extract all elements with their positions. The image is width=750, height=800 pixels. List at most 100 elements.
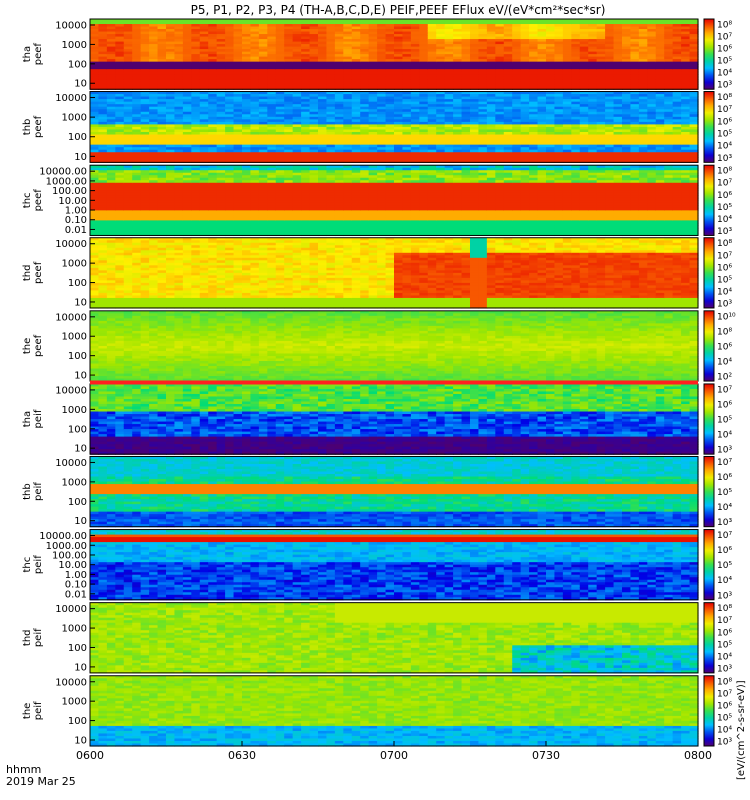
colorbar-tick-label: 10⁴ [717,215,732,225]
colorbar-tick-label: 10⁸ [717,93,732,103]
y-tick-label: 1000.00 [46,176,87,187]
colorbar-tick-label: 10⁵ [717,416,732,426]
panel-thb-peif: thbpeif 10000 1000 100 10 10⁷ 10⁶ 10⁵ 10⁴ 10³ [22,455,732,528]
panel-y-label: thapeef [22,43,44,66]
y-tick-label: 10000 [55,21,87,32]
colorbar-tick-label: 10⁷ [717,531,732,541]
y-tick-label: 100 [68,716,87,727]
spectrogram-cells [90,237,699,309]
y-tick-label: 10000 [55,458,87,469]
date-label: 2019 Mar 25 [6,775,76,788]
colorbar-tick-label: 10³ [717,227,732,237]
panel-the-peif: thepeif 10000 1000 100 10 10⁸ 10⁷ 10⁶ 10⁵ 10⁴ 10³ [22,675,732,748]
probe-label: the [22,703,33,719]
colorbar-tick-label: 10⁵ [717,130,732,140]
panel-the-peef: thepeef 10000 1000 100 10 10¹⁰ 10⁸ 10⁶ 10⁴ 10² [22,310,736,383]
colorbar-tick-label: 10⁷ [717,33,732,43]
colorbar-tick-label: 10⁴ [717,142,732,152]
colorbar-tick-label: 10⁵ [717,275,732,285]
panel-y-label: thcpeif [22,555,44,574]
colorbar-tick-label: 10⁸ [717,604,732,614]
colorbar-tick-label: 10³ [717,299,732,309]
y-tick-label: 1.00 [65,570,87,581]
y-tick-label: 10000 [55,385,87,396]
y-tick-label: 1000.00 [46,541,87,552]
product-label: peef [33,261,44,284]
y-tick-label: 10000.00 [39,167,87,178]
colorbar-tick-label: 10⁶ [717,628,732,638]
y-tick-label: 10.00 [58,560,87,571]
probe-label: thc [22,192,33,208]
y-tick-label: 1000 [62,113,87,124]
colorbar [703,675,715,747]
probe-label: thd [22,629,33,646]
x-tick-label: 0700 [380,749,408,762]
time-axis: 0600 0630 0700 0730 0800 [76,741,712,762]
y-tick-label: 1000 [62,40,87,51]
panel-frame [89,18,699,90]
colorbar-tick-label: 10⁴ [717,287,732,297]
product-label: peif [33,482,44,501]
colorbar-tick-label: 10⁶ [717,400,732,410]
y-tick-label: 10 [74,297,87,308]
panel-frame [89,91,699,163]
y-tick-label: 1000 [62,332,87,343]
colorbar-tick-label: 10⁴ [717,503,732,513]
probe-label: thd [22,265,33,282]
y-tick-label: 10 [74,736,87,747]
figure-title: P5, P1, P2, P3, P4 (TH-A,B,C,D,E) PEIF,P… [191,3,606,17]
colorbar-tick-label: 10⁷ [717,179,732,189]
panel-y-label: thbpeif [22,482,44,501]
panel-y-label: thepeef [22,334,44,357]
spectrogram-cells [90,675,699,747]
colorbar-tick-label: 10³ [717,446,732,456]
panel-stack: thapeef 10000 1000 100 10 10⁸ 10⁷ 10⁶ 10⁵ 10⁴ 10³ t… [22,18,736,748]
colorbar-tick-label: 10⁵ [717,203,732,213]
colorbar-tick-label: 10⁶ [717,701,732,711]
panel-thc-peif: thcpeif 10000.001000.00100.0010.001.000.1… [22,529,732,601]
colorbar-tick-label: 10⁴ [717,69,732,79]
colorbar [703,237,715,309]
y-tick-label: 10 [74,444,87,455]
colorbar-tick-label: 10⁸ [717,327,732,337]
product-label: peef [33,43,44,66]
colorbar-tick-label: 10⁷ [717,385,732,395]
y-tick-label: 10 [74,79,87,90]
probe-label: thb [22,119,33,136]
panel-thd-peif: thdpeif 10000 1000 100 10 10⁸ 10⁷ 10⁶ 10⁵ 10⁴ 10³ [22,602,732,674]
spectrogram-cells [90,529,699,601]
spectrogram-cells [90,602,699,674]
colorbar-tick-label: 10³ [717,738,732,748]
colorbar-tick-label: 10⁷ [717,689,732,699]
y-tick-label: 0.01 [65,225,87,236]
x-axis-unit-label: hhmm [6,763,41,776]
panel-y-label: thdpeif [22,628,44,647]
colorbar-tick-label: 10³ [717,591,732,601]
x-tick-label: 0630 [228,749,256,762]
product-label: peef [33,334,44,357]
panel-thc-peef: thcpeef 10000.001000.00100.0010.001.000.1… [22,164,732,237]
spectrogram-cells [90,19,699,90]
product-label: peef [33,115,44,138]
y-tick-label: 10.00 [58,196,87,207]
y-tick-label: 10 [74,152,87,163]
probe-label: thb [22,483,33,500]
panel-y-label: thdpeef [22,261,44,284]
spectrogram-cells [90,165,699,237]
panel-y-label: thepeif [22,701,44,720]
colorbar [703,602,715,674]
panel-y-label: thcpeef [22,189,44,212]
y-tick-label: 100.00 [52,550,87,561]
y-tick-label: 10000 [55,93,87,104]
y-tick-label: 1000 [62,405,87,416]
spectrogram-cells [90,310,699,382]
panel-y-label: thbpeef [22,115,44,138]
colorbar [703,383,715,455]
product-label: peif [33,555,44,574]
x-tick-label: 0600 [76,749,104,762]
y-tick-label: 100 [68,643,87,654]
y-tick-label: 10000.00 [39,531,87,542]
colorbar-tick-label: 10⁶ [717,263,732,273]
colorbar-tick-label: 10⁶ [717,191,732,201]
